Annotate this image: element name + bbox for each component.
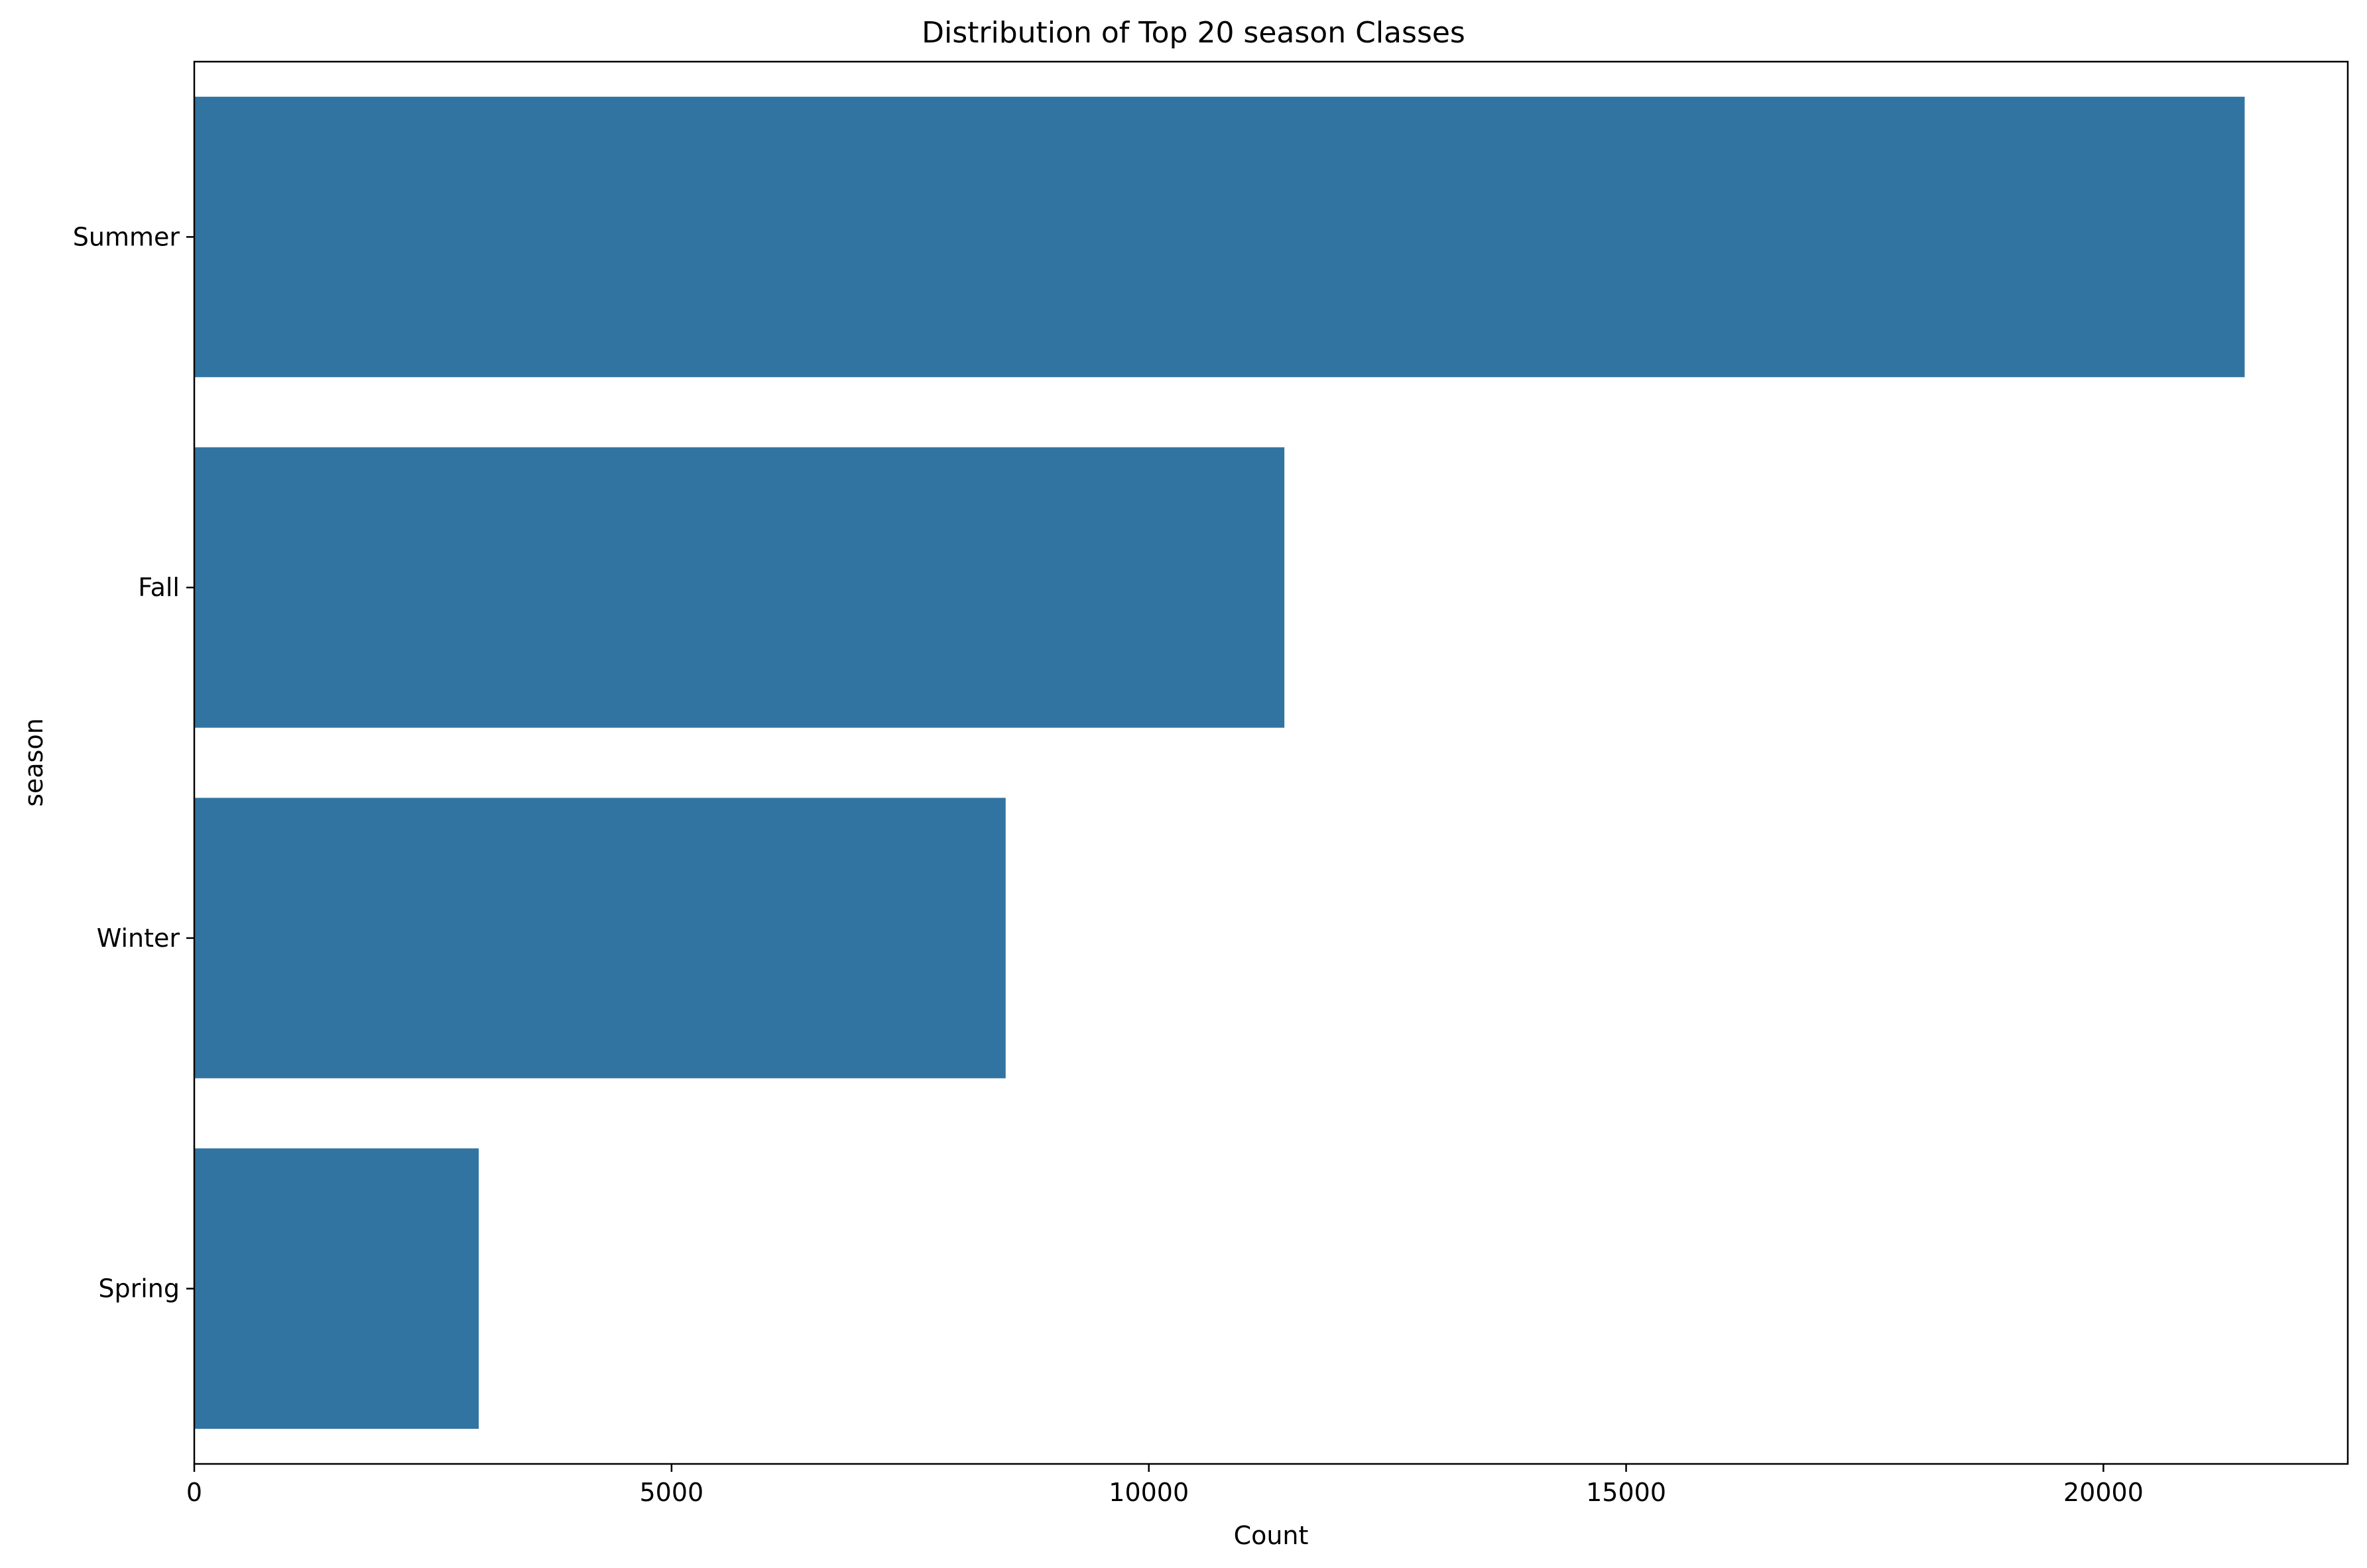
bar-summer xyxy=(194,96,2245,377)
x-tick-label: 10000 xyxy=(1109,1478,1189,1507)
x-tick-label: 0 xyxy=(186,1478,202,1507)
x-axis-ticks: 0 5000 10000 15000 20000 xyxy=(186,1464,2144,1507)
x-tick-label: 15000 xyxy=(1586,1478,1666,1507)
bar-spring xyxy=(194,1148,479,1429)
bar-group xyxy=(194,96,2245,1429)
y-tick-label: Fall xyxy=(138,573,180,602)
bar-winter xyxy=(194,798,1006,1079)
y-axis-ticks: Summer Fall Winter Spring xyxy=(73,222,194,1303)
x-tick-label: 5000 xyxy=(639,1478,703,1507)
x-tick-label: 20000 xyxy=(2063,1478,2144,1507)
y-tick-label: Winter xyxy=(97,924,180,953)
y-tick-label: Summer xyxy=(73,222,180,251)
y-axis-label: season xyxy=(19,718,48,807)
x-axis-label: Count xyxy=(1234,1521,1309,1550)
chart-title: Distribution of Top 20 season Classes xyxy=(922,16,1465,50)
bar-fall xyxy=(194,447,1285,728)
plot-frame xyxy=(193,60,2349,1465)
y-tick-label: Spring xyxy=(98,1274,180,1303)
